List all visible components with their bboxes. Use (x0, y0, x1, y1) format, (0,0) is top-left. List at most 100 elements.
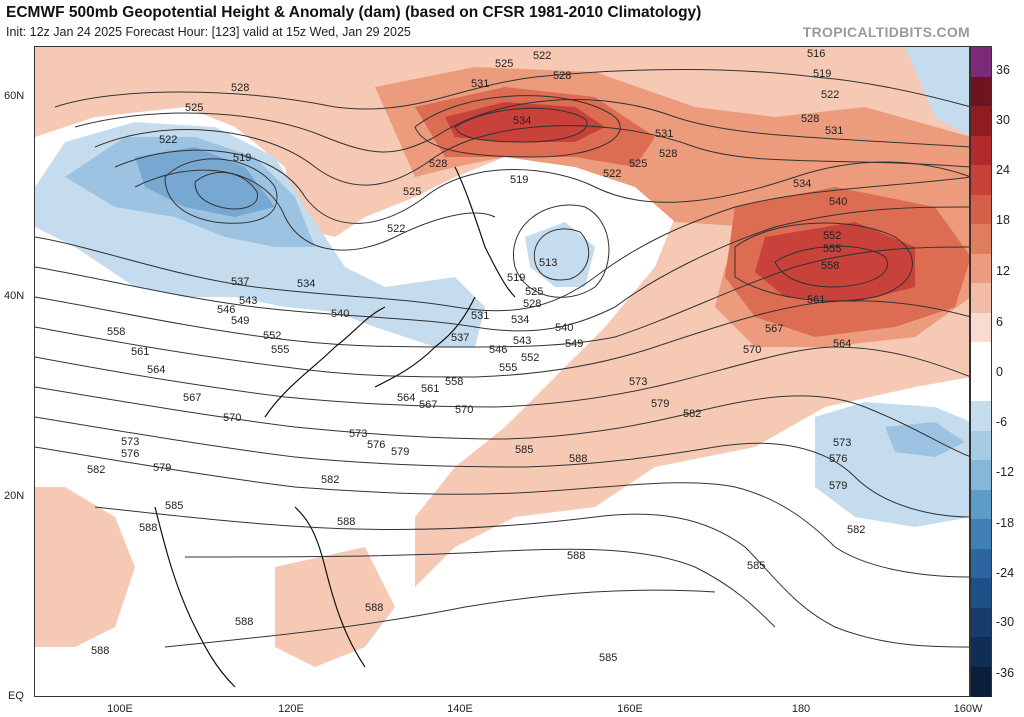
colorbar-segment (971, 253, 991, 284)
colorbar-tick-label: 24 (996, 163, 1010, 177)
contour-label: 570 (223, 412, 241, 424)
contour-label: 582 (683, 408, 701, 420)
lat-label-60n: 60N (4, 90, 25, 102)
colorbar-tick-label: -18 (996, 516, 1015, 530)
colorbar-segment (971, 47, 991, 77)
colorbar-tick-label: 0 (996, 365, 1003, 379)
contour-label: 582 (321, 474, 339, 486)
colorbar-segment (971, 666, 991, 697)
colorbar-tick-label: 18 (996, 213, 1010, 227)
contour-label: 579 (829, 480, 847, 492)
contour-label: 564 (397, 392, 415, 404)
contour-label: 525 (495, 58, 513, 70)
colorbar-tick-label: -6 (996, 415, 1008, 429)
contour-label: 522 (821, 89, 839, 101)
contour-label: 528 (429, 158, 447, 170)
contour-line (184, 548, 776, 628)
contour-line (94, 506, 969, 648)
contour-label: 525 (629, 158, 647, 170)
contour-label: 534 (793, 178, 811, 190)
contour-line (94, 125, 969, 186)
contour-label: 588 (235, 616, 253, 628)
contour-line (74, 99, 969, 153)
contour-label: 540 (331, 308, 349, 320)
contour-label: 546 (217, 304, 235, 316)
contour-label: 528 (553, 70, 571, 82)
colorbar-segment (971, 194, 991, 225)
contour-line (35, 346, 969, 408)
contour-label: 552 (521, 352, 539, 364)
colorbar-segment (971, 165, 991, 195)
negative-anomaly-shading (35, 47, 969, 527)
contour-label: 531 (471, 310, 489, 322)
contour-line (35, 416, 969, 518)
contour-line (454, 107, 588, 143)
contour-label: 540 (829, 196, 847, 208)
contour-label: 528 (523, 298, 541, 310)
forecast-info: Init: 12z Jan 24 2025 Forecast Hour: [12… (6, 25, 411, 39)
colorbar-segment (971, 460, 991, 490)
contour-line (114, 149, 969, 224)
map-title: ECMWF 500mb Geopotential Height & Anomal… (6, 4, 702, 21)
contour-label: 549 (565, 338, 583, 350)
contour-label: 588 (337, 516, 355, 528)
coastline (454, 166, 516, 298)
colorbar-segment (971, 76, 991, 107)
colorbar-tick-label: -12 (996, 465, 1015, 479)
contour-line (734, 222, 913, 302)
contour-label: 522 (387, 223, 405, 235)
contour-line (35, 206, 969, 332)
contour-label: 576 (367, 439, 385, 451)
contour-label: 549 (231, 315, 249, 327)
lat-label-40n: 40N (4, 290, 25, 302)
coastline (374, 296, 476, 388)
colorbar-segment (971, 224, 991, 254)
anomaly-map: 516 519 519 519 519 522 522 522 522 522 … (34, 46, 970, 697)
lat-label-20n: 20N (4, 490, 25, 502)
contour-line (194, 172, 258, 210)
contour-label: 588 (365, 602, 383, 614)
contour-label: 534 (513, 115, 531, 127)
contour-label: 570 (455, 404, 473, 416)
contour-label: 579 (153, 462, 171, 474)
map-canvas: 516 519 519 519 519 522 522 522 522 522 … (35, 47, 969, 688)
contour-label: 516 (807, 48, 825, 60)
contour-label: 567 (183, 392, 201, 404)
anomaly-cold-asia-core (135, 147, 275, 217)
contour-label: 519 (507, 272, 525, 284)
contour-label: 519 (510, 174, 528, 186)
lon-label-160w: 160W (953, 703, 983, 715)
contour-label: 588 (569, 453, 587, 465)
anomaly-cold-kamchatka (525, 222, 595, 287)
lon-label-120e: 120E (278, 703, 304, 715)
contour-label: 585 (515, 444, 533, 456)
colorbar-segment (971, 607, 991, 638)
contour-label: 519 (813, 68, 831, 80)
contour-label: 546 (489, 344, 507, 356)
contour-label: 525 (403, 186, 421, 198)
colorbar-segment (971, 401, 991, 431)
contour-label: 558 (445, 376, 463, 388)
contour-label: 576 (829, 453, 847, 465)
contour-label: 543 (513, 335, 531, 347)
colorbar-segment (971, 371, 991, 402)
contour-label: 570 (743, 344, 761, 356)
colorbar-tick-label: -36 (996, 666, 1015, 680)
contour-label: 528 (231, 82, 249, 94)
contour-label: 555 (823, 243, 841, 255)
anomaly-colorbar (970, 46, 992, 697)
lon-label-140e: 140E (447, 703, 473, 715)
contour-label: 519 (233, 152, 251, 164)
colorbar-segment (971, 637, 991, 667)
contour-label: 525 (185, 102, 203, 114)
contour-label: 573 (833, 437, 851, 449)
contour-label: 567 (765, 323, 783, 335)
colorbar-tick-label: -24 (996, 566, 1015, 580)
contour-label: 528 (659, 148, 677, 160)
contour-label: 573 (349, 428, 367, 440)
contour-label: 561 (421, 383, 439, 395)
anomaly-warm-philippines (275, 547, 395, 667)
contour-line (35, 246, 969, 348)
contour-labels: 516 519 519 519 519 522 522 522 522 522 … (87, 48, 865, 664)
colorbar-tick-label: 6 (996, 315, 1003, 329)
